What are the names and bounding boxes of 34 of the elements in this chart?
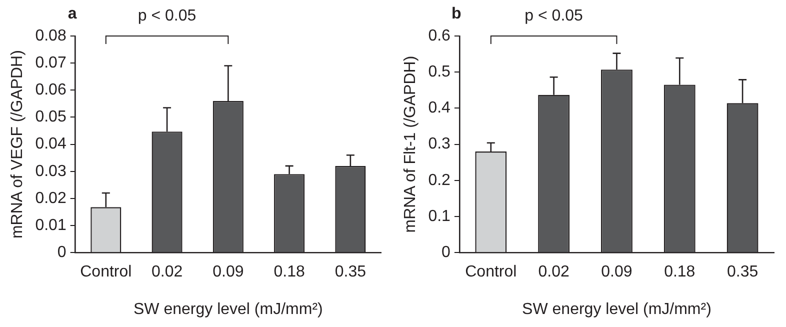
y-tick-label: 0 <box>442 244 451 262</box>
x-tick-label: 0.35 <box>726 264 758 281</box>
x-tick-label: 0.09 <box>212 264 244 281</box>
y-tick-label: 0.1 <box>428 208 451 225</box>
x-tick-label: Control <box>80 264 132 281</box>
x-tick-label: 0.35 <box>334 264 366 281</box>
x-tick-label: Control <box>465 264 517 281</box>
x-tick-label: 0.02 <box>538 264 570 281</box>
y-tick-label: 0.03 <box>35 162 66 180</box>
y-tick-label: 0.05 <box>35 108 66 126</box>
y-axis-title: mRNA of Flt-1 (/GAPDH) <box>402 56 420 233</box>
x-axis-title: SW energy level (mJ/mm²) <box>133 300 323 318</box>
chart-title: a <box>68 5 77 22</box>
y-tick-label: 0.2 <box>428 172 451 189</box>
y-tick-label: 0.6 <box>428 27 451 44</box>
x-tick-label: 0.18 <box>664 264 696 281</box>
y-tick-label: 0.4 <box>428 100 451 117</box>
y-tick-label: 0.5 <box>428 64 451 81</box>
y-tick-label: 0.01 <box>35 216 66 234</box>
y-axis-title: mRNA of VEGF (/GAPDH) <box>9 50 26 239</box>
x-tick-label: 0.09 <box>601 264 632 281</box>
y-tick-label: 0.04 <box>35 136 66 153</box>
x-tick-label: 0.18 <box>274 264 305 281</box>
y-tick-label: 0.07 <box>35 54 66 72</box>
y-tick-label: 0.02 <box>35 190 66 207</box>
y-tick-label: 0 <box>57 244 66 262</box>
y-tick-label: 0.08 <box>35 27 66 44</box>
y-tick-label: 0.06 <box>35 82 66 99</box>
x-tick-label: 0.02 <box>151 264 183 281</box>
chart-title: b <box>452 5 462 22</box>
y-tick-label: 0.3 <box>428 136 451 153</box>
text: p < 0.05 <box>138 7 196 24</box>
text: p < 0.05 <box>524 7 584 24</box>
x-axis-title: SW energy level (mJ/mm²) <box>522 300 712 318</box>
